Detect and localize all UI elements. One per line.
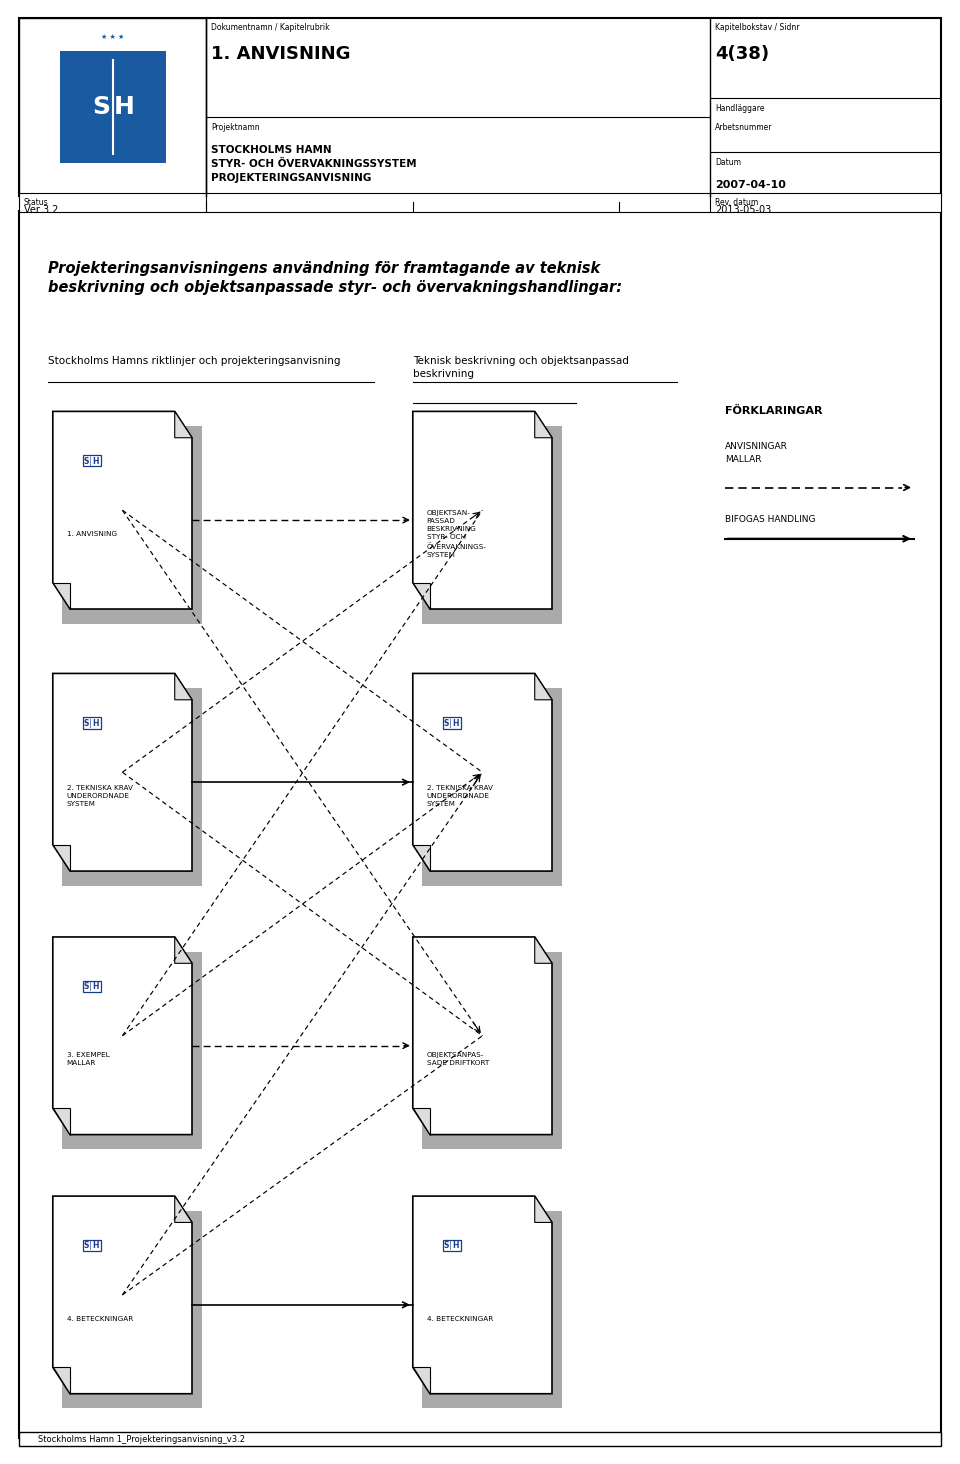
Polygon shape <box>53 673 192 871</box>
Text: S│H: S│H <box>84 982 100 991</box>
Polygon shape <box>53 1108 70 1135</box>
Text: OBJEKTSAN-
PASSAD
BESKRIVNING
STYR- OCH
ÖVERVAKNINGS-
SYSTEM: OBJEKTSAN- PASSAD BESKRIVNING STYR- OCH … <box>426 511 487 558</box>
Text: Stockholms Hamns riktlinjer och projekteringsanvisning: Stockholms Hamns riktlinjer och projekte… <box>48 356 341 366</box>
Polygon shape <box>413 411 552 609</box>
Polygon shape <box>53 411 192 609</box>
Text: OBJEKTSANPAS-
SADE DRIFTKORT: OBJEKTSANPAS- SADE DRIFTKORT <box>426 1053 489 1066</box>
Text: Arbetsnummer: Arbetsnummer <box>715 123 773 132</box>
Bar <box>19 18 206 196</box>
Polygon shape <box>62 688 202 886</box>
Polygon shape <box>535 1196 552 1222</box>
Polygon shape <box>535 937 552 963</box>
Text: Projektnamn: Projektnamn <box>211 123 260 132</box>
Text: 2007-04-10: 2007-04-10 <box>715 180 786 190</box>
Text: S│H: S│H <box>444 1241 460 1250</box>
Polygon shape <box>413 1367 430 1394</box>
Polygon shape <box>53 1196 192 1394</box>
Text: ★ ★ ★: ★ ★ ★ <box>101 34 125 40</box>
Text: 1. ANVISNING: 1. ANVISNING <box>66 531 117 537</box>
Text: Teknisk beskrivning och objektsanpassad
beskrivning: Teknisk beskrivning och objektsanpassad … <box>413 356 629 379</box>
Polygon shape <box>175 937 192 963</box>
Bar <box>19 1432 941 1446</box>
Text: 2. TEKNISKA KRAV
UNDERORDNADE
SYSTEM: 2. TEKNISKA KRAV UNDERORDNADE SYSTEM <box>66 785 132 807</box>
Polygon shape <box>62 426 202 624</box>
Text: 1. ANVISNING: 1. ANVISNING <box>211 45 350 63</box>
Bar <box>19 18 941 196</box>
Bar <box>60 51 165 163</box>
Polygon shape <box>413 937 552 1135</box>
Polygon shape <box>422 952 562 1149</box>
Text: 4. BETECKNINGAR: 4. BETECKNINGAR <box>66 1316 133 1322</box>
Text: S: S <box>92 95 110 119</box>
Text: BIFOGAS HANDLING: BIFOGAS HANDLING <box>725 515 815 524</box>
Polygon shape <box>535 411 552 438</box>
Polygon shape <box>413 1196 552 1394</box>
Text: 2013-05-03: 2013-05-03 <box>715 205 772 215</box>
Polygon shape <box>62 1211 202 1408</box>
Text: Rev. datum: Rev. datum <box>715 198 758 206</box>
Text: S│H: S│H <box>84 719 100 728</box>
Text: Handläggare: Handläggare <box>715 104 765 113</box>
Text: Ver 3.2: Ver 3.2 <box>24 205 59 215</box>
Text: S│H: S│H <box>84 1241 100 1250</box>
Polygon shape <box>413 583 430 609</box>
Text: H: H <box>114 95 134 119</box>
Polygon shape <box>175 411 192 438</box>
Polygon shape <box>53 1367 70 1394</box>
Text: Stockholms Hamn 1_Projekteringsanvisning_v3.2: Stockholms Hamn 1_Projekteringsanvisning… <box>38 1435 246 1444</box>
Bar <box>19 193 941 212</box>
Polygon shape <box>422 688 562 886</box>
Polygon shape <box>413 673 552 871</box>
Polygon shape <box>53 583 70 609</box>
Bar <box>19 211 941 1438</box>
Text: 3. EXEMPEL
MALLAR: 3. EXEMPEL MALLAR <box>66 1053 109 1066</box>
Text: 2. TEKNISKA KRAV
UNDERORDNADE
SYSTEM: 2. TEKNISKA KRAV UNDERORDNADE SYSTEM <box>426 785 492 807</box>
Text: Projekteringsanvisningens användning för framtagande av teknisk
beskrivning och : Projekteringsanvisningens användning för… <box>48 261 622 296</box>
Polygon shape <box>53 845 70 871</box>
Polygon shape <box>53 937 192 1135</box>
Polygon shape <box>413 845 430 871</box>
Polygon shape <box>422 1211 562 1408</box>
Text: Datum: Datum <box>715 158 741 167</box>
Polygon shape <box>175 1196 192 1222</box>
Text: 4(38): 4(38) <box>715 45 769 63</box>
Text: Dokumentnamn / Kapitelrubrik: Dokumentnamn / Kapitelrubrik <box>211 23 330 32</box>
Polygon shape <box>422 426 562 624</box>
Polygon shape <box>62 952 202 1149</box>
Polygon shape <box>535 673 552 700</box>
Polygon shape <box>413 1108 430 1135</box>
Text: S│H: S│H <box>84 457 100 466</box>
Text: FÖRKLARINGAR: FÖRKLARINGAR <box>725 406 823 416</box>
Polygon shape <box>175 673 192 700</box>
Text: S│H: S│H <box>444 719 460 728</box>
Text: Kapitelbokstav / Sidnr: Kapitelbokstav / Sidnr <box>715 23 800 32</box>
Text: Status: Status <box>24 198 49 206</box>
Text: ANVISNINGAR
MALLAR: ANVISNINGAR MALLAR <box>725 442 787 464</box>
Text: 4. BETECKNINGAR: 4. BETECKNINGAR <box>426 1316 493 1322</box>
Text: STOCKHOLMS HAMN
STYR- OCH ÖVERVAKNINGSSYSTEM
PROJEKTERINGSANVISNING: STOCKHOLMS HAMN STYR- OCH ÖVERVAKNINGSSY… <box>211 145 417 183</box>
